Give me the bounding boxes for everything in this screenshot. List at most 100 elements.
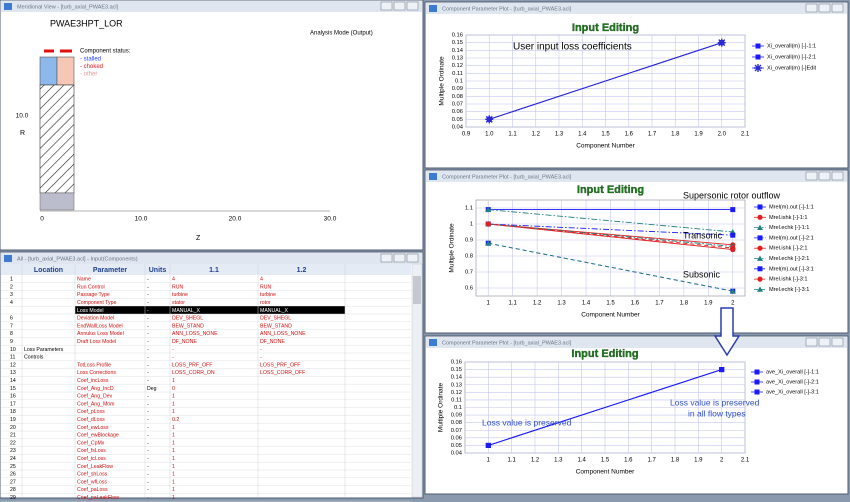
x-tick-label: 1.5 bbox=[606, 301, 615, 307]
y-tick-label: 0.1 bbox=[454, 405, 462, 411]
row-number: 22 bbox=[10, 440, 16, 446]
series-line bbox=[488, 223, 733, 251]
legend-label: ave_Xi_overall [-]-3:1 bbox=[766, 389, 819, 395]
legend-label: Mrel(m).out [-]-2:1 bbox=[769, 235, 814, 241]
legend-marker bbox=[754, 389, 760, 395]
row-number: 2 bbox=[10, 284, 13, 290]
x-tick-label: 1.6 bbox=[624, 458, 633, 464]
table-cell: Coef_fsLoss bbox=[77, 448, 106, 454]
table-cell: 1 bbox=[172, 394, 175, 400]
table-cell: TotLoss Profile bbox=[77, 362, 111, 368]
close-button[interactable] bbox=[831, 171, 844, 181]
maximize-button[interactable] bbox=[393, 253, 406, 263]
maximize-button[interactable] bbox=[818, 171, 831, 181]
legend-label: Mrel(m).out [-]-3:1 bbox=[769, 266, 814, 272]
table-cell: 1 bbox=[172, 409, 175, 415]
maximize-button[interactable] bbox=[818, 337, 831, 347]
minimize-button[interactable] bbox=[805, 171, 818, 181]
table-cell: MANUAL_X bbox=[172, 308, 201, 314]
chart-title: Input Editing bbox=[577, 184, 644, 196]
x-tick-label: 1.9 bbox=[694, 132, 703, 138]
minimize-button[interactable] bbox=[380, 253, 393, 263]
y-tick-label: 0.7 bbox=[465, 270, 473, 276]
legend-label: ave_Xi_overall [-]-1:1 bbox=[766, 369, 819, 375]
component-name: PWAE3HPT_LOR bbox=[50, 18, 123, 28]
y-tick-label: 0.12 bbox=[451, 390, 462, 396]
y-axis-label: Multiple Ordinate bbox=[438, 383, 445, 433]
y-tick-label: 0.11 bbox=[452, 71, 463, 77]
legend-marker bbox=[754, 369, 760, 375]
column-header: 1.1 bbox=[209, 267, 219, 274]
row-number: 1 bbox=[10, 277, 13, 283]
y-tick-label: 0.08 bbox=[452, 94, 463, 100]
table-cell: DEV_SHEGL bbox=[172, 316, 203, 322]
table-cell: - bbox=[147, 433, 149, 439]
minimize-button[interactable] bbox=[805, 3, 818, 13]
minimize-button[interactable] bbox=[380, 1, 393, 11]
series-line bbox=[488, 209, 733, 233]
close-button[interactable] bbox=[406, 1, 419, 11]
x-tick-label: 2 bbox=[720, 458, 724, 464]
table-cell: 1 bbox=[172, 433, 175, 439]
legend-label: Xi_overall(m) [-]-1:1 bbox=[767, 43, 816, 49]
annotation: User input loss coefficients bbox=[513, 42, 632, 53]
table-cell: - bbox=[147, 347, 149, 353]
data-point bbox=[485, 442, 491, 448]
maximize-button[interactable] bbox=[818, 3, 831, 13]
table-cell: - bbox=[260, 355, 262, 361]
table-cell: - bbox=[147, 448, 149, 454]
close-button[interactable] bbox=[831, 3, 844, 13]
maximize-button[interactable] bbox=[393, 1, 406, 11]
table-cell: Loss Corrections bbox=[77, 370, 116, 376]
table-cell: ANN_LOSS_NONE bbox=[260, 331, 306, 337]
scrollbar-thumb[interactable] bbox=[413, 276, 421, 304]
y-tick-label: 0.15 bbox=[452, 40, 463, 46]
y-tick-label: 0.13 bbox=[452, 56, 463, 62]
data-point bbox=[485, 206, 492, 212]
table-cell: - bbox=[147, 323, 149, 329]
chart-title: Input Editing bbox=[572, 22, 639, 34]
x-tick-label: 1.1 bbox=[509, 301, 518, 307]
x-tick-label: 20.0 bbox=[229, 216, 242, 223]
table-cell: - bbox=[172, 355, 174, 361]
table-cell: - bbox=[147, 409, 149, 415]
table-cell: - bbox=[147, 456, 149, 462]
table-cell: - bbox=[147, 401, 149, 407]
window-title: Component Parameter Plot - [turb_axial_P… bbox=[442, 174, 572, 180]
table-cell: 1 bbox=[172, 479, 175, 485]
status-item: - choked bbox=[80, 64, 103, 70]
legend-marker bbox=[757, 276, 763, 282]
close-button[interactable] bbox=[406, 253, 419, 263]
legend-label: Mrel.echk [-]-3:1 bbox=[769, 287, 809, 293]
table-cell: - bbox=[147, 487, 149, 493]
table-cell: Coef_paLoss bbox=[77, 487, 108, 493]
column-header: Parameter bbox=[93, 267, 128, 274]
title-bar bbox=[426, 171, 847, 182]
table-cell: 0.2 bbox=[172, 417, 179, 423]
legend-marker bbox=[755, 43, 761, 49]
minimize-button[interactable] bbox=[805, 337, 818, 347]
x-axis-label: Component Number bbox=[581, 312, 640, 319]
x-tick-label: 1.5 bbox=[601, 458, 610, 464]
y-tick-label: 0.16 bbox=[451, 360, 462, 366]
table-cell: 1 bbox=[172, 378, 175, 384]
x-tick-label: 1.8 bbox=[671, 458, 680, 464]
table-cell: 1 bbox=[172, 472, 175, 478]
table-cell: Draft Loss Model bbox=[77, 339, 116, 345]
window-icon bbox=[4, 255, 12, 262]
y-tick-label: 0.09 bbox=[452, 86, 463, 92]
data-point bbox=[485, 240, 492, 246]
analysis-mode: Analysis Mode (Output) bbox=[310, 31, 373, 37]
row-number: 10 bbox=[10, 347, 16, 353]
legend-label: Mrel.ishk [-]-1:1 bbox=[769, 215, 808, 221]
y-tick-label: 0.1 bbox=[455, 79, 463, 85]
legend-marker bbox=[757, 224, 763, 230]
x-tick-label: 1.2 bbox=[532, 132, 541, 138]
legend-label: Mrel.ishk [-]-2:1 bbox=[769, 246, 808, 252]
x-tick-label: 10.0 bbox=[135, 216, 148, 223]
y-tick-label: 0.07 bbox=[452, 102, 463, 108]
table-cell: - bbox=[147, 284, 149, 290]
x-tick-label: 2.1 bbox=[741, 132, 750, 138]
close-button[interactable] bbox=[831, 337, 844, 347]
